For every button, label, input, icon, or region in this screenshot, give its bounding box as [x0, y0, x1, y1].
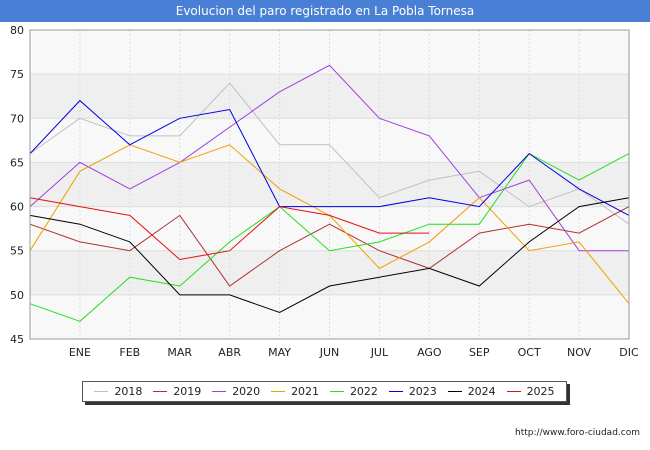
series-line-2019	[29, 206, 630, 287]
legend-item-2018: 2018	[94, 385, 142, 398]
y-tick-label: 70	[10, 112, 24, 125]
plot-band	[30, 250, 629, 295]
y-tick-label: 80	[10, 24, 24, 37]
x-tick-label: FEB	[119, 346, 140, 359]
series-line-2023	[29, 99, 630, 216]
series-line-2018	[29, 82, 630, 225]
legend-swatch	[329, 391, 344, 392]
y-tick-label: 65	[10, 156, 24, 169]
legend-item-2025: 2025	[506, 385, 555, 398]
legend-item-2024: 2024	[447, 385, 496, 398]
y-axis: 45 50 55 60 65 70 75 80	[10, 24, 24, 346]
legend: 2018 2019 2020 2021 2022 2023 2024 2025	[82, 381, 567, 402]
chart-title: Evolucion del paro registrado en La Pobl…	[0, 0, 650, 22]
x-axis: ENE FEB MAR ABR MAY JUN JUL AGO SEP OCT NOV DIC	[69, 346, 639, 359]
y-tick-label: 60	[10, 201, 24, 214]
y-tick-label: 75	[10, 68, 24, 81]
legend-swatch	[271, 391, 286, 392]
legend-item-2023: 2023	[388, 385, 437, 398]
series-line-2024	[29, 197, 630, 314]
legend-item-2020: 2020	[212, 385, 260, 398]
legend-swatch	[447, 391, 462, 392]
x-tick-label: MAR	[167, 346, 192, 359]
x-tick-label: DIC	[619, 346, 639, 359]
legend-swatch	[388, 391, 403, 392]
x-tick-label: JUN	[319, 346, 340, 359]
legend-label: 2020	[232, 385, 261, 398]
legend-swatch	[153, 391, 168, 392]
x-tick-label: AGO	[417, 346, 442, 359]
series-lines	[29, 64, 630, 322]
source-url: http://www.foro-ciudad.com	[515, 428, 640, 438]
legend-swatch	[212, 391, 227, 392]
x-tick-label: SEP	[469, 346, 490, 359]
x-tick-label: JUL	[370, 346, 389, 359]
legend-label: 2019	[173, 385, 202, 398]
x-tick-label: ABR	[218, 346, 241, 359]
x-tick-label: NOV	[567, 346, 592, 359]
legend-swatch	[506, 391, 521, 392]
plot-border	[29, 29, 630, 340]
legend-item-2022: 2022	[329, 385, 378, 398]
series-line-2025	[29, 197, 430, 261]
legend-label: 2022	[349, 385, 378, 398]
legend-label: 2024	[467, 385, 496, 398]
x-tick-label: OCT	[518, 346, 541, 359]
legend-item-2021: 2021	[271, 385, 319, 398]
series-line-2020	[29, 64, 629, 252]
legend-label: 2025	[526, 385, 555, 398]
legend-item-2019: 2019	[153, 385, 201, 398]
y-tick-label: 55	[10, 245, 24, 258]
legend-label: 2018	[114, 385, 143, 398]
y-tick-label: 50	[10, 289, 24, 302]
y-tick-label: 45	[10, 333, 24, 346]
legend-label: 2021	[291, 385, 320, 398]
legend-swatch	[94, 391, 109, 392]
x-tick-label: MAY	[268, 346, 291, 359]
x-tick-label: ENE	[69, 346, 91, 359]
legend-label: 2023	[408, 385, 437, 398]
